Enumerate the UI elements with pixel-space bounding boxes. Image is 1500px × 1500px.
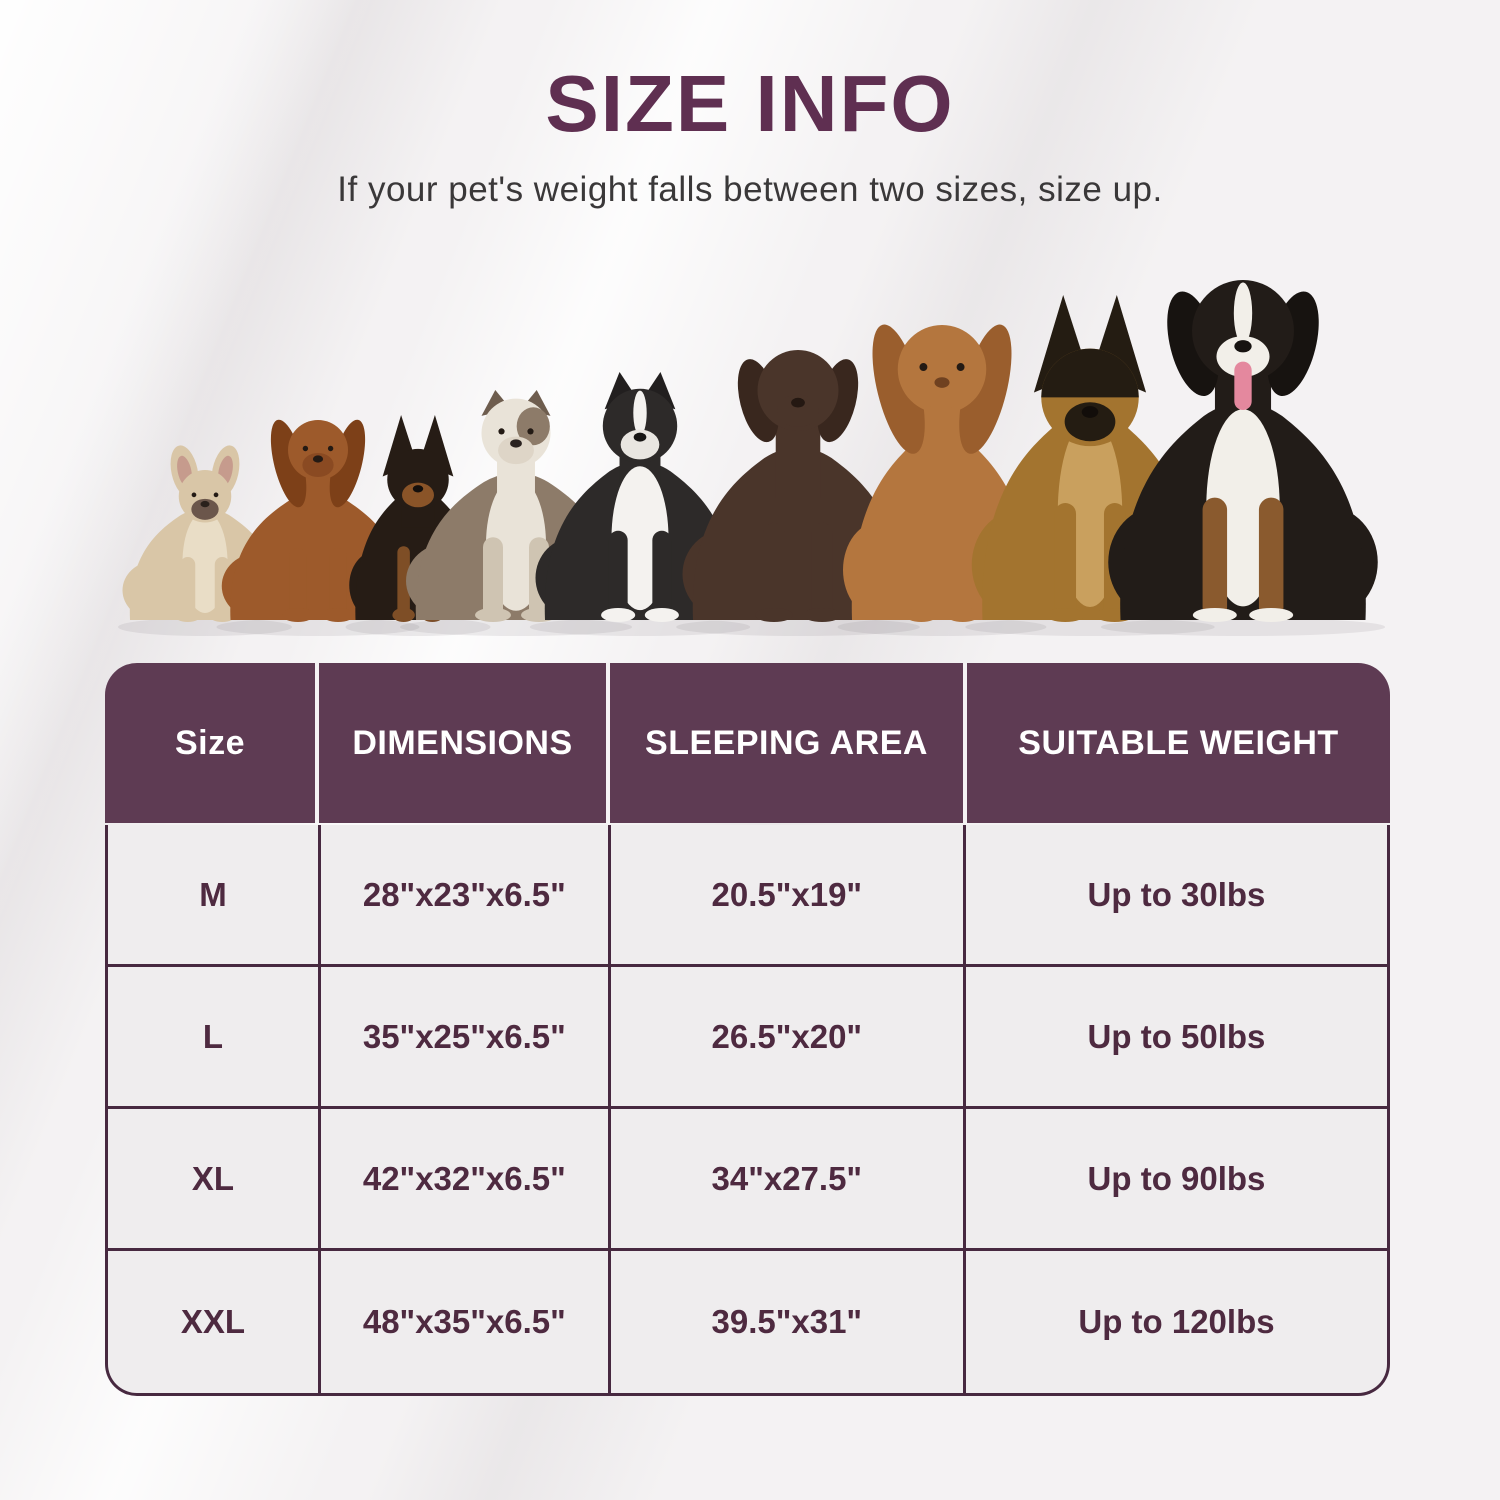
cell-sleeping-area: 34"x27.5" (611, 1109, 966, 1248)
cell-suitable-weight: Up to 50lbs (1087, 1017, 1266, 1055)
column-header-dimensions: DIMENSIONS (319, 663, 610, 823)
cell-size: XXL (108, 1251, 321, 1393)
cell-size: M (108, 825, 321, 964)
cell-sleeping-area: 26.5"x20" (611, 967, 966, 1106)
size-table: Size DIMENSIONS SLEEPING AREA SUITABLE W… (105, 663, 1390, 1396)
cell-size: XL (108, 1109, 321, 1248)
column-header-suitable-weight: SUITABLE WEIGHT (967, 663, 1390, 823)
table-row-m: M 28"x23"x6.5" 20.5"x19" Up to 30lbs (108, 825, 1387, 967)
size-table-body: M 28"x23"x6.5" 20.5"x19" Up to 30lbs L 3… (105, 825, 1390, 1396)
cell-suitable-weight: Up to 30lbs (1087, 875, 1266, 913)
page-title: SIZE INFO (545, 59, 955, 148)
table-row-l: L 35"x25"x6.5" 26.5"x20" Up to 50lbs (108, 967, 1387, 1109)
dog-size-lineup-illustration (118, 280, 1386, 636)
page-subtitle: If your pet's weight falls between two s… (337, 170, 1163, 209)
cell-dimensions: 35"x25"x6.5" (321, 967, 611, 1106)
cell-sleeping-area: 39.5"x31" (611, 1251, 966, 1393)
cell-size: L (108, 967, 321, 1106)
cell-dimensions: 42"x32"x6.5" (321, 1109, 611, 1248)
dog-french-bulldog-icon (118, 445, 292, 636)
dog-bernese-mountain-dog-icon (1100, 280, 1386, 636)
table-row-xxl: XXL 48"x35"x6.5" 39.5"x31" Up to 120lbs (108, 1251, 1387, 1393)
cell-dimensions: 28"x23"x6.5" (321, 825, 611, 964)
cell-suitable-weight: Up to 120lbs (1078, 1303, 1275, 1340)
cell-sleeping-area: 20.5"x19" (611, 825, 966, 964)
cell-suitable-weight: Up to 90lbs (1087, 1159, 1266, 1197)
table-row-xl: XL 42"x32"x6.5" 34"x27.5" Up to 90lbs (108, 1109, 1387, 1251)
size-table-header-row: Size DIMENSIONS SLEEPING AREA SUITABLE W… (105, 663, 1390, 823)
column-header-sleeping-area: SLEEPING AREA (610, 663, 967, 823)
cell-dimensions: 48"x35"x6.5" (321, 1251, 611, 1393)
column-header-size: Size (105, 663, 319, 823)
